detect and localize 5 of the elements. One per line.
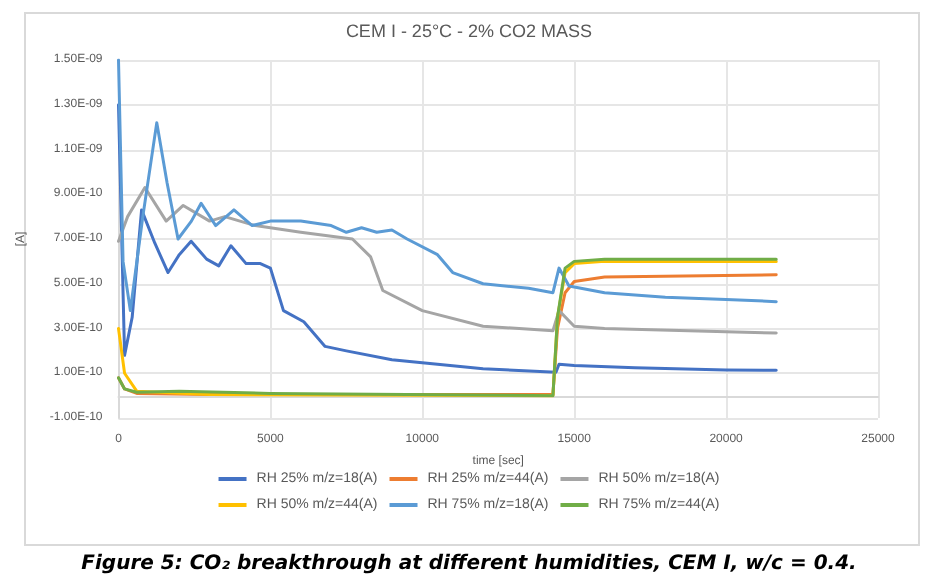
line-series xyxy=(117,58,778,313)
line-series xyxy=(117,186,778,335)
caption: Figure 5: CO₂ breakthrough at different humidities, CEM I, w/c = 0.4. xyxy=(81,553,857,575)
line-series xyxy=(117,103,778,374)
chart-title: CEM I - 25°C - 2% CO2 MASS xyxy=(345,21,593,41)
